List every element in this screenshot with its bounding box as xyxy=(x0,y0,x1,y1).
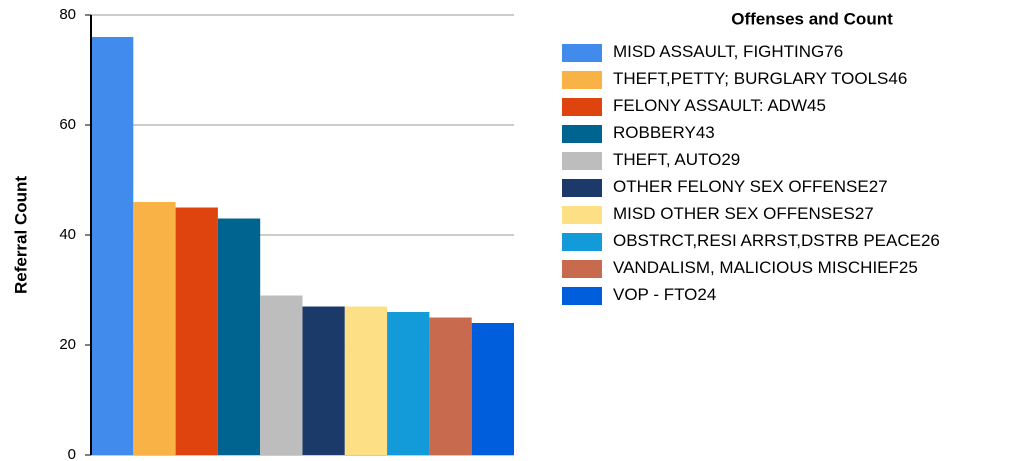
legend-entry: VOP - FTO24 xyxy=(613,285,716,304)
y-tick-label: 0 xyxy=(68,446,76,461)
legend-entry: THEFT, AUTO29 xyxy=(613,150,740,169)
bar xyxy=(175,207,218,455)
legend-value: 45 xyxy=(807,96,826,115)
bar xyxy=(217,218,261,455)
legend-entry: FELONY ASSAULT: ADW45 xyxy=(613,96,826,115)
bar xyxy=(91,37,134,455)
legend-value: 46 xyxy=(888,69,907,88)
legend-swatch xyxy=(562,206,602,224)
legend-name: VOP - FTO xyxy=(613,285,697,304)
legend-swatch xyxy=(562,287,602,305)
bar xyxy=(344,306,388,455)
y-tick-label: 80 xyxy=(59,6,76,23)
legend-title: Offenses and Count xyxy=(731,9,893,28)
legend-name: THEFT, AUTO xyxy=(613,150,721,169)
legend-entry: ROBBERY43 xyxy=(613,123,715,142)
bar xyxy=(471,323,514,455)
bar xyxy=(133,202,176,455)
legend-name: MISD ASSAULT, FIGHTING xyxy=(613,42,824,61)
legend-entry: VANDALISM, MALICIOUS MISCHIEF25 xyxy=(613,258,918,277)
bar xyxy=(429,317,472,455)
y-tick-label: 60 xyxy=(59,116,76,133)
legend-swatch xyxy=(562,179,602,197)
bar xyxy=(260,295,303,455)
bar xyxy=(387,312,430,455)
legend-swatch xyxy=(562,44,602,62)
legend-swatch xyxy=(562,98,602,116)
legend-swatch xyxy=(562,233,602,251)
legend-swatch xyxy=(562,125,602,143)
legend-name: ROBBERY xyxy=(613,123,696,142)
legend-value: 76 xyxy=(824,42,843,61)
legend-value: 26 xyxy=(921,231,940,250)
legend-name: MISD OTHER SEX OFFENSES xyxy=(613,204,855,223)
legend-value: 24 xyxy=(697,285,716,304)
legend-value: 43 xyxy=(696,123,715,142)
legend-name: VANDALISM, MALICIOUS MISCHIEF xyxy=(613,258,899,277)
legend-name: OTHER FELONY SEX OFFENSE xyxy=(613,177,869,196)
y-tick-label: 40 xyxy=(59,226,76,243)
legend-entry: OBSTRCT,RESI ARRST,DSTRB PEACE26 xyxy=(613,231,940,250)
legend-name: THEFT,PETTY; BURGLARY TOOLS xyxy=(613,69,888,88)
legend-name: FELONY ASSAULT: ADW xyxy=(613,96,807,115)
legend-value: 27 xyxy=(855,204,874,223)
legend-value: 25 xyxy=(899,258,918,277)
legend-swatch xyxy=(562,152,602,170)
legend-entry: MISD ASSAULT, FIGHTING76 xyxy=(613,42,843,61)
y-tick-label: 20 xyxy=(59,336,76,353)
legend-swatch xyxy=(562,260,602,278)
bar xyxy=(302,306,345,455)
legend-entry: THEFT,PETTY; BURGLARY TOOLS46 xyxy=(613,69,907,88)
y-axis-label: Referral Count xyxy=(11,176,30,294)
legend-name: OBSTRCT,RESI ARRST,DSTRB PEACE xyxy=(613,231,921,250)
legend-entry: MISD OTHER SEX OFFENSES27 xyxy=(613,204,874,223)
legend-value: 29 xyxy=(721,150,740,169)
legend-entry: OTHER FELONY SEX OFFENSE27 xyxy=(613,177,888,196)
legend-value: 27 xyxy=(869,177,888,196)
legend-swatch xyxy=(562,71,602,89)
